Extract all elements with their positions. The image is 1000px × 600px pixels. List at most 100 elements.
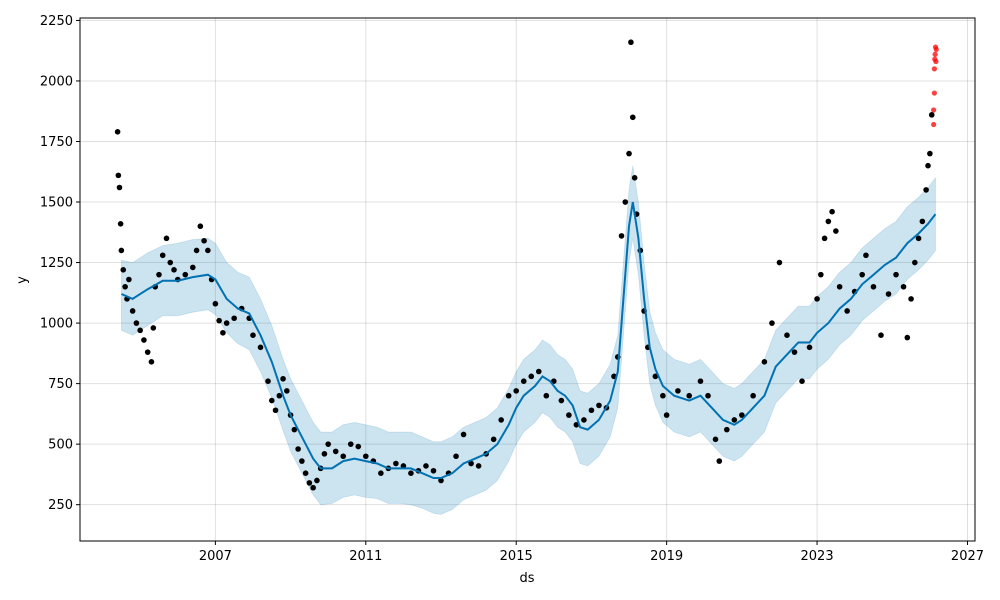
observed-point xyxy=(468,460,474,467)
observed-point xyxy=(806,344,813,351)
y-tick-label: 1500 xyxy=(40,196,73,211)
observed-point xyxy=(126,276,132,283)
observed-point xyxy=(629,114,636,121)
plot-layer xyxy=(114,39,939,515)
anomaly-point xyxy=(931,66,937,72)
observed-point xyxy=(652,373,659,380)
observed-point xyxy=(622,199,629,205)
observed-point xyxy=(844,308,850,314)
x-tick-label: 2019 xyxy=(650,549,683,564)
observed-point xyxy=(150,325,157,331)
observed-point xyxy=(250,332,256,338)
observed-point xyxy=(223,320,230,326)
observed-point xyxy=(378,470,384,477)
observed-point xyxy=(893,271,899,278)
anomaly-points-layer xyxy=(931,44,939,128)
forecast-line xyxy=(120,201,937,479)
observed-point xyxy=(878,332,884,338)
observed-point xyxy=(163,235,170,242)
observed-point xyxy=(148,359,155,365)
anomaly-point xyxy=(932,51,938,57)
observed-point xyxy=(118,247,125,254)
observed-point xyxy=(216,317,222,324)
observed-point xyxy=(197,223,204,230)
observed-point xyxy=(321,451,328,457)
observed-point xyxy=(167,259,174,266)
observed-point xyxy=(122,283,128,290)
observed-point xyxy=(528,373,535,380)
x-tick-label: 2007 xyxy=(199,549,232,564)
observed-point xyxy=(141,337,147,343)
observed-point xyxy=(821,235,828,242)
observed-point xyxy=(829,208,835,215)
observed-point xyxy=(543,392,550,399)
observed-point xyxy=(115,172,122,179)
observed-point xyxy=(212,300,219,307)
x-axis: 2007 2011 2015 2019 2023 2027 xyxy=(199,541,984,564)
observed-point xyxy=(280,375,286,382)
observed-point xyxy=(769,320,775,326)
observed-point xyxy=(114,129,121,135)
x-tick-label: 2027 xyxy=(951,549,984,564)
observed-point xyxy=(520,378,527,384)
observed-point xyxy=(460,431,467,438)
observed-point xyxy=(904,334,911,341)
observed-point xyxy=(596,402,602,409)
observed-point xyxy=(257,344,264,351)
observed-point xyxy=(159,252,166,259)
observed-point xyxy=(799,378,805,384)
observed-point xyxy=(885,291,892,297)
anomaly-point xyxy=(933,46,939,53)
observed-point xyxy=(724,426,730,433)
observed-point xyxy=(908,296,914,302)
observed-point xyxy=(814,296,820,302)
y-axis: 250 500 750 1000 1250 1500 1750 2000 2250 xyxy=(40,14,80,513)
y-tick-label: 500 xyxy=(48,438,73,453)
observed-point xyxy=(776,259,783,266)
observed-point xyxy=(912,259,918,266)
observed-point xyxy=(133,320,140,326)
observed-point xyxy=(137,327,143,334)
observed-point xyxy=(430,467,437,474)
observed-point xyxy=(117,221,124,227)
observed-point xyxy=(355,443,362,450)
observed-point xyxy=(201,237,207,244)
observed-point xyxy=(171,267,177,273)
observed-point xyxy=(915,235,922,242)
observed-point xyxy=(116,184,123,191)
observed-point xyxy=(231,315,237,322)
observed-point xyxy=(220,329,226,336)
y-tick-label: 2000 xyxy=(40,74,73,89)
observed-point xyxy=(513,388,520,394)
observed-point xyxy=(340,453,347,460)
observed-point xyxy=(302,470,309,477)
observed-point xyxy=(631,175,638,181)
observed-point xyxy=(276,392,283,399)
observed-point xyxy=(306,480,313,486)
observed-point xyxy=(675,388,681,394)
observed-point xyxy=(362,453,369,460)
observed-point xyxy=(423,463,429,469)
observed-point xyxy=(314,477,320,484)
anomaly-point xyxy=(931,121,937,128)
observed-point xyxy=(919,218,926,225)
observed-point xyxy=(190,264,196,271)
observed-point xyxy=(144,349,151,355)
y-tick-label: 1250 xyxy=(40,256,73,271)
observed-point xyxy=(705,392,711,399)
observed-point xyxy=(660,392,666,399)
observed-point xyxy=(870,283,877,290)
anomaly-point xyxy=(933,58,939,65)
observed-point xyxy=(265,378,271,384)
observed-point xyxy=(927,150,933,157)
observed-point xyxy=(716,458,723,464)
observed-point xyxy=(205,247,211,254)
observed-point xyxy=(393,460,399,467)
observed-point xyxy=(182,271,189,278)
grid-layer xyxy=(80,18,975,541)
observed-point xyxy=(295,446,301,452)
anomaly-point xyxy=(931,107,937,113)
observed-point xyxy=(332,448,339,455)
observed-point xyxy=(505,392,512,399)
observed-point xyxy=(120,267,127,273)
